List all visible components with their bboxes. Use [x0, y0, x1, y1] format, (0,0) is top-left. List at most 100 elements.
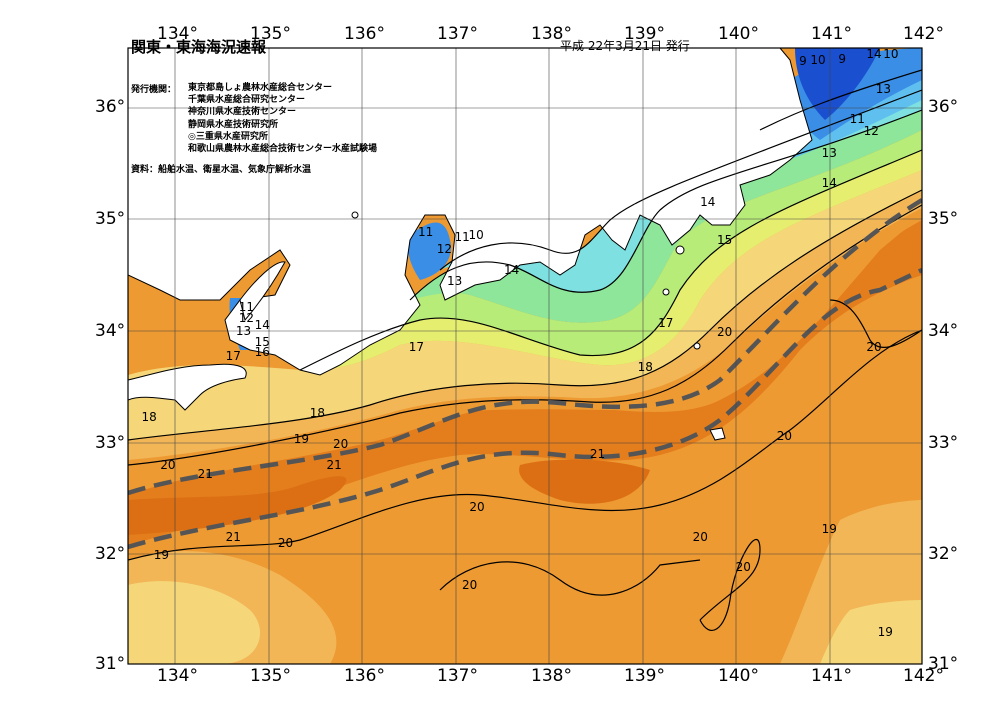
isotherm-label: 20 [866, 339, 882, 354]
isotherm-label: 21 [197, 466, 213, 481]
isotherm-label: 17 [225, 348, 241, 363]
lon-label-bottom: 141° [811, 666, 852, 686]
isotherm-label: 19 [153, 547, 169, 562]
issuers-list: 東京都島しょ農林水産総合センター 千葉県水産総合研究センター 神奈川県水産技術セ… [188, 82, 377, 155]
lat-label-left: 35° [95, 209, 126, 229]
lon-label-bottom: 137° [437, 666, 478, 686]
isotherm-label: 14 [254, 318, 270, 333]
isotherm-label: 14 [866, 46, 882, 61]
isotherm-label: 17 [408, 339, 424, 354]
lat-label-right: 33° [928, 433, 959, 453]
lon-label-bottom: 134° [157, 666, 198, 686]
lon-label-bottom: 135° [250, 666, 291, 686]
isotherm-label: 13 [235, 324, 252, 339]
land-biwa-island [351, 211, 359, 219]
water-band-18-sw [128, 581, 260, 664]
land-miyake [693, 342, 701, 350]
isotherm-label: 13 [447, 273, 463, 288]
issue-date: 平成 22年3月21日 発行 [560, 39, 690, 53]
land-hachijo [709, 427, 726, 441]
lon-label-bottom: 136° [344, 666, 385, 686]
issuer-item: 東京都島しょ農林水産総合センター [188, 83, 333, 93]
isotherm-label: 20 [333, 436, 349, 451]
lat-label-right: 35° [928, 209, 959, 229]
lon-label-top: 141° [811, 24, 852, 44]
isotherm-label: 18 [141, 409, 157, 424]
kuroshio-axis-south [128, 267, 922, 550]
isotherm-label: 10 [468, 228, 484, 243]
isotherm-label: 11 [238, 299, 254, 314]
kuroshio-axis-north [128, 198, 922, 496]
isotherm-label: 10 [883, 46, 899, 61]
lon-label-top: 137° [437, 24, 478, 44]
isotherm-label: 20 [160, 457, 176, 472]
graticule [128, 48, 922, 664]
issuers-label: 発行機関： [131, 85, 177, 95]
water-band-19-north [128, 190, 922, 460]
isotherm-label: 20 [461, 578, 478, 593]
isotherm-label: 13 [875, 82, 892, 97]
isotherm-label: 14 [700, 194, 716, 209]
water-band-21-deep-east [519, 459, 650, 504]
water-band-18 [128, 170, 922, 440]
isotherm-label: 18 [309, 406, 325, 421]
isotherm-label: 15 [716, 232, 733, 247]
isotherm-label: 12 [436, 241, 452, 256]
isotherm-label: 19 [821, 522, 837, 537]
water-band-21-core [128, 215, 922, 545]
isotherm-13 [759, 69, 922, 131]
water-band-20-north [128, 205, 922, 470]
lat-label-left: 31° [95, 654, 126, 674]
lat-label-left: 36° [95, 97, 126, 117]
land-izu-oshima [675, 245, 685, 255]
isotherm-label: 20 [692, 530, 708, 545]
water-band-9 [795, 48, 880, 120]
lon-label-top: 142° [903, 24, 944, 44]
lon-label-top: 135° [250, 24, 291, 44]
isotherm-label: 20 [776, 428, 793, 443]
isotherm-20-south [128, 329, 922, 561]
isotherm-label: 19 [293, 432, 310, 447]
lon-label-top: 138° [531, 24, 572, 44]
land-shikoku [128, 363, 247, 411]
lat-label-left: 32° [95, 544, 126, 564]
lon-label-top: 140° [718, 24, 759, 44]
issuer-item: 静岡県水産技術研究所 [188, 119, 279, 130]
isotherm-19 [128, 189, 922, 441]
lon-label-bottom: 140° [718, 666, 759, 686]
water-band-18-se [820, 600, 922, 664]
isotherm-label: 10 [810, 53, 826, 68]
isotherm-20-north [128, 204, 922, 466]
isotherm-label: 9 [838, 52, 847, 67]
lat-label-right: 36° [928, 97, 959, 117]
isotherm-label: 20 [277, 535, 294, 550]
map-title: 関東・東海海況速報 [131, 38, 267, 56]
lat-label-left: 33° [95, 433, 126, 453]
lat-label-right: 31° [928, 654, 959, 674]
isotherm-label: 12 [863, 123, 879, 138]
isotherm-label: 13 [821, 145, 837, 160]
isotherm-label: 18 [637, 359, 653, 374]
lon-label-top: 139° [624, 24, 665, 44]
isotherm-label: 16 [254, 345, 270, 360]
isotherm-label: 11 [849, 112, 865, 127]
isotherm-label: 21 [326, 457, 342, 472]
water-band-16 [360, 130, 922, 356]
kuroshio-axis [128, 198, 922, 550]
lat-label-right: 34° [928, 321, 959, 341]
isotherm-label: 17 [658, 316, 674, 331]
land-niijima [662, 288, 670, 296]
isotherm-label: 21 [225, 530, 241, 545]
lon-label-bottom: 142° [903, 666, 944, 686]
water-band-21-deep [128, 476, 347, 535]
isotherm-label: 14 [821, 175, 837, 190]
data-source: 資料：船舶水温、衛星水温、気象庁解析水温 [131, 165, 312, 175]
map-frame [127, 47, 923, 665]
issuer-item: 和歌山県農林水産総合技術センター水産試験場 [188, 144, 378, 155]
isotherm-label: 15 [254, 335, 270, 350]
lon-label-top: 134° [157, 24, 198, 44]
isotherm-17 [299, 149, 922, 371]
isotherm-label: 20 [716, 325, 733, 340]
issuer-item: 千葉県水産総合研究センター [188, 95, 306, 106]
isotherm-20-south-island [699, 539, 761, 631]
